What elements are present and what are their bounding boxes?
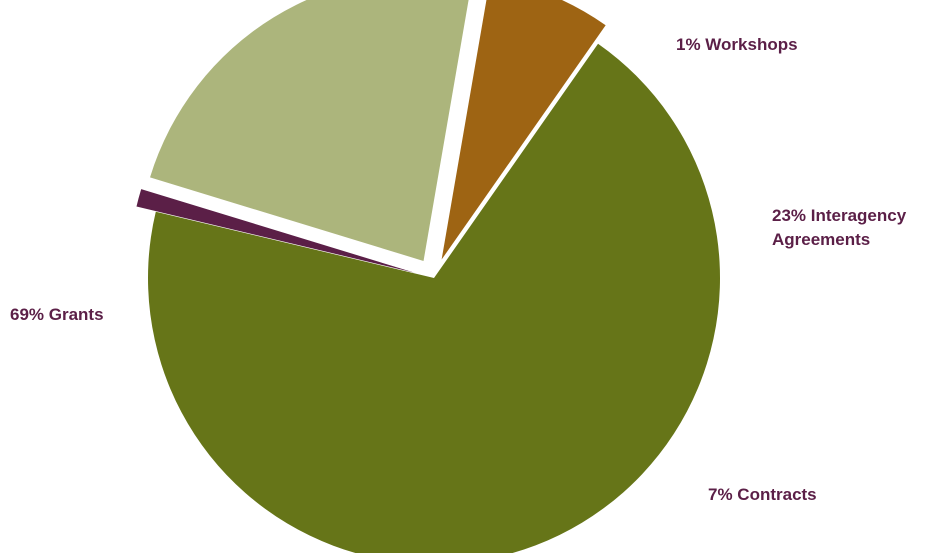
pie-slice-interagency-agreements (150, 0, 469, 261)
slice-label-line: Agreements (772, 230, 870, 249)
pie-slice-grants (148, 43, 720, 553)
slice-label-line: 1% Workshops (676, 35, 798, 54)
slice-label-interagency-agreements: 23% Interagency Agreements (772, 206, 907, 249)
pie-slices (136, 0, 720, 553)
slice-label-contracts: 7% Contracts (708, 485, 817, 504)
slice-label-grants: 69% Grants (10, 305, 104, 324)
pie-slice-workshops (136, 189, 415, 273)
slice-label-line: 7% Contracts (708, 485, 817, 504)
slice-label-line: 23% Interagency (772, 206, 907, 225)
slice-label-line: 69% Grants (10, 305, 104, 324)
pie-slice-contracts (441, 0, 606, 260)
pie-labels: 69% Grants 1% Workshops 23% Interagency Agr… (10, 35, 907, 504)
slice-label-workshops: 1% Workshops (676, 35, 798, 54)
